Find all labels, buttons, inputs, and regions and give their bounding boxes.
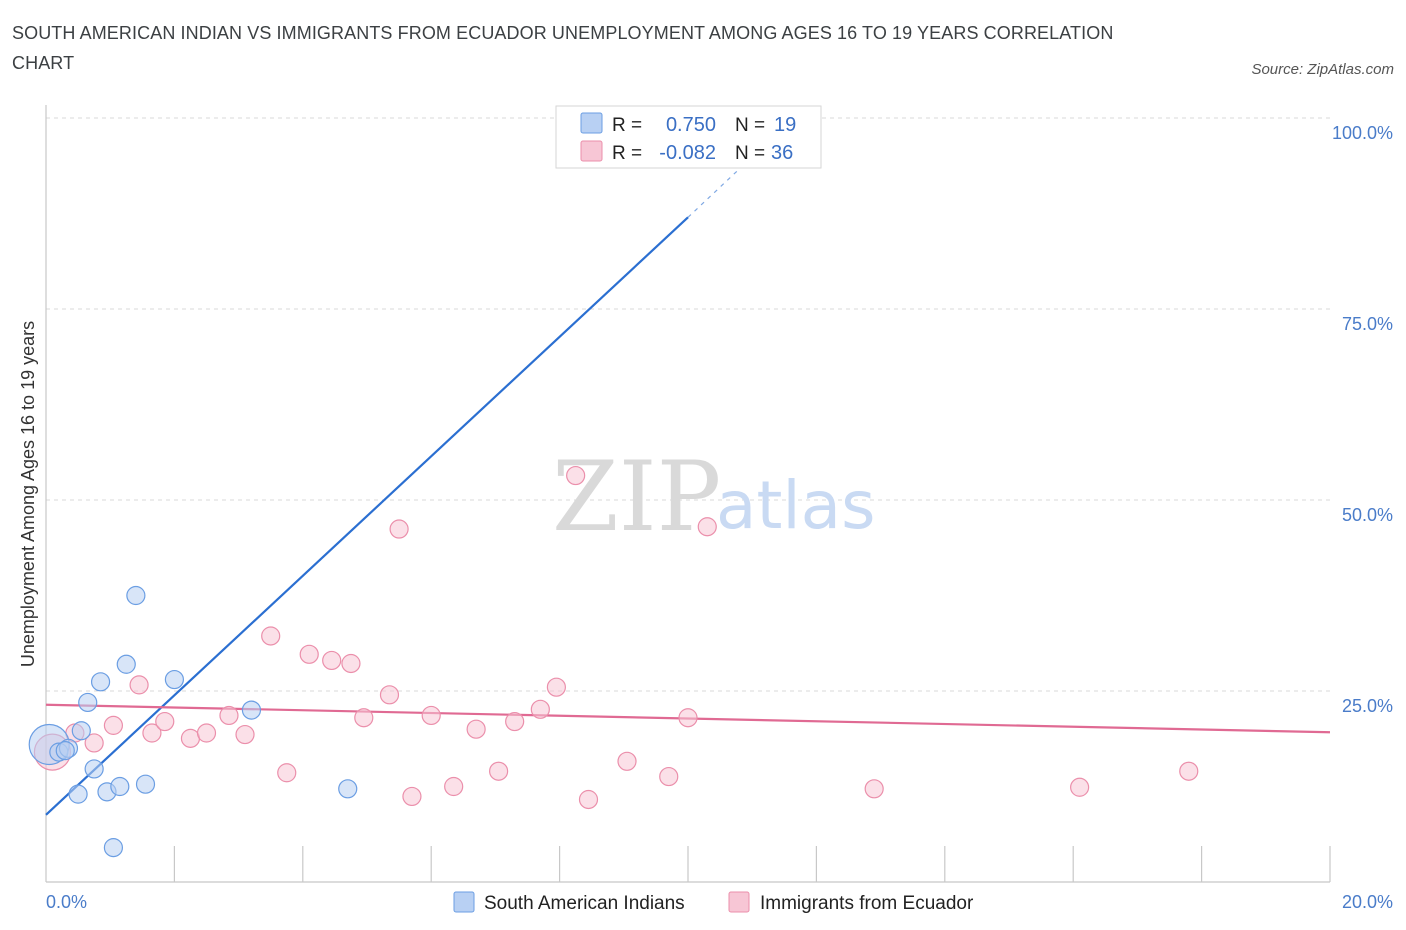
x-tick-label: 0.0% [46, 892, 87, 912]
correlation-legend: R = 0.750 N = 19 R = -0.082 N = 36 [555, 105, 822, 169]
point-immigrant-ecuador [379, 685, 400, 705]
point-immigrant-ecuador [389, 519, 409, 539]
series-legend-label-blue: South American Indians [484, 893, 685, 914]
point-south-american-indian [84, 759, 104, 779]
point-immigrant-ecuador [864, 779, 884, 799]
y-tick-labels: 25.0% 50.0% 75.0% 100.0% [1332, 123, 1393, 716]
point-immigrant-ecuador [84, 733, 104, 753]
point-south-american-indian [126, 585, 146, 606]
watermark: ZIP atlas [552, 441, 876, 553]
x-tick-label: 20.0% [1342, 892, 1393, 912]
legend-r-label-pink: R = [612, 143, 642, 164]
watermark-atlas: atlas [716, 467, 876, 544]
point-immigrant-ecuador [219, 705, 239, 726]
point-south-american-indian [90, 672, 111, 692]
point-immigrant-ecuador [659, 766, 679, 787]
series-legend-swatch-blue [453, 891, 475, 913]
point-immigrant-ecuador [530, 699, 550, 719]
point-immigrant-ecuador [566, 465, 586, 486]
point-immigrant-ecuador [489, 761, 509, 781]
legend-r-label-blue: R = [612, 115, 642, 136]
point-immigrant-ecuador [578, 789, 599, 810]
series-legend-label-pink: Immigrants from Ecuador [760, 893, 974, 914]
point-immigrant-ecuador [142, 723, 162, 743]
axes-layer [45, 105, 1331, 883]
point-immigrant-ecuador [322, 650, 342, 671]
chart-source: Source: ZipAtlas.com [1251, 61, 1394, 78]
point-south-american-indian [164, 669, 184, 690]
legend-r-value-pink: -0.082 [659, 142, 716, 164]
point-immigrant-ecuador [1070, 777, 1090, 797]
x-tick-labels: 0.0% 20.0% [46, 892, 1393, 912]
point-immigrant-ecuador [421, 705, 441, 726]
point-south-american-indian [135, 774, 156, 794]
point-immigrant-ecuador [617, 751, 637, 771]
point-immigrant-ecuador [299, 644, 319, 664]
point-immigrant-ecuador [155, 711, 175, 732]
grid-layer [46, 117, 1330, 692]
point-immigrant-ecuador [129, 675, 149, 695]
legend-n-label-blue: N = [735, 115, 765, 136]
point-immigrant-ecuador [261, 626, 281, 646]
point-immigrant-ecuador [354, 708, 374, 728]
point-south-american-indian [116, 654, 136, 674]
point-south-american-indian [338, 779, 358, 799]
point-immigrant-ecuador [180, 728, 201, 748]
legend-swatch-pink [580, 140, 603, 162]
y-axis-label: Unemployment Among Ages 16 to 19 years [18, 321, 38, 667]
y-tick-label: 25.0% [1342, 696, 1393, 716]
point-south-american-indian [241, 700, 262, 720]
point-south-american-indian [71, 721, 91, 741]
legend-r-value-blue: 0.750 [666, 114, 716, 136]
point-immigrant-ecuador [277, 763, 297, 783]
y-tick-label: 100.0% [1332, 123, 1393, 143]
point-immigrant-ecuador [505, 711, 525, 732]
series-legend-swatch-pink [728, 891, 750, 913]
point-immigrant-ecuador [341, 653, 361, 674]
data-points [28, 108, 1199, 858]
point-south-american-indian [78, 692, 98, 713]
point-south-american-indian [103, 838, 124, 858]
point-immigrant-ecuador [1179, 761, 1199, 781]
point-immigrant-ecuador [697, 517, 717, 537]
point-immigrant-ecuador [235, 724, 255, 745]
legend-n-value-blue: 19 [774, 114, 796, 136]
point-immigrant-ecuador [546, 677, 566, 697]
watermark-zip: ZIP [552, 441, 721, 553]
series-legend: South American Indians Immigrants from E… [453, 891, 974, 914]
chart-title: SOUTH AMERICAN INDIAN VS IMMIGRANTS FROM… [12, 23, 1114, 73]
legend-n-value-pink: 36 [771, 142, 793, 164]
point-south-american-indian [110, 776, 130, 797]
point-south-american-indian [55, 740, 75, 761]
point-immigrant-ecuador [402, 786, 422, 807]
point-immigrant-ecuador [444, 776, 464, 797]
y-tick-label: 50.0% [1342, 505, 1393, 525]
point-immigrant-ecuador [678, 708, 698, 728]
point-south-american-indian [68, 784, 88, 804]
y-tick-label: 75.0% [1342, 314, 1393, 334]
legend-n-label-pink: N = [735, 143, 765, 164]
point-immigrant-ecuador [466, 719, 486, 739]
trend-line-blue [45, 216, 689, 816]
legend-swatch-blue [580, 112, 603, 134]
point-immigrant-ecuador [196, 723, 217, 743]
point-immigrant-ecuador [103, 715, 124, 735]
